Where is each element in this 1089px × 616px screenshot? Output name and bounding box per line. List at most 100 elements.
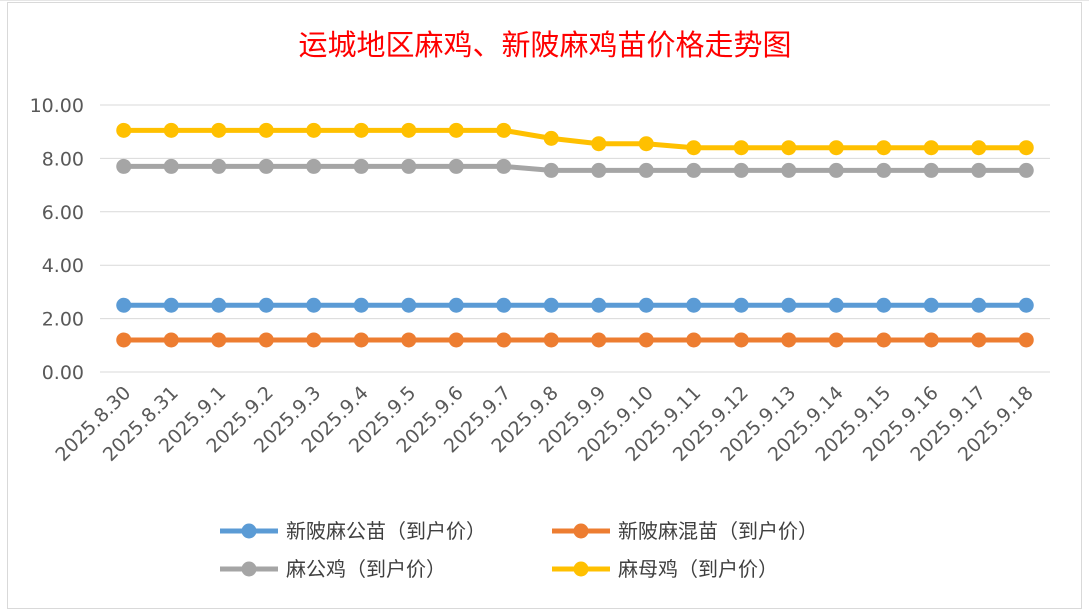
data-point bbox=[401, 297, 417, 313]
data-point bbox=[876, 140, 892, 156]
data-point bbox=[163, 297, 179, 313]
legend-label: 新陂麻混苗（到户价） bbox=[618, 519, 818, 543]
legend-swatch-marker bbox=[573, 523, 589, 539]
y-tick-label: 6.00 bbox=[42, 202, 84, 224]
legend-label: 新陂麻公苗（到户价） bbox=[286, 519, 486, 543]
data-point bbox=[1018, 140, 1034, 156]
series-line bbox=[116, 122, 1034, 156]
data-point bbox=[448, 297, 464, 313]
data-point bbox=[353, 297, 369, 313]
data-point bbox=[686, 140, 702, 156]
data-point bbox=[116, 297, 132, 313]
data-point bbox=[353, 332, 369, 348]
gridlines bbox=[100, 104, 1050, 373]
data-point bbox=[448, 332, 464, 348]
data-point bbox=[828, 162, 844, 178]
data-point bbox=[686, 162, 702, 178]
data-point bbox=[258, 332, 274, 348]
data-point bbox=[876, 162, 892, 178]
data-point bbox=[163, 122, 179, 138]
y-tick-label: 0.00 bbox=[42, 362, 84, 384]
data-point bbox=[353, 122, 369, 138]
data-point bbox=[733, 297, 749, 313]
legend-swatch-marker bbox=[573, 561, 589, 577]
data-point bbox=[116, 122, 132, 138]
data-point bbox=[401, 332, 417, 348]
data-point bbox=[306, 122, 322, 138]
data-point bbox=[258, 158, 274, 174]
data-point bbox=[971, 332, 987, 348]
series-path bbox=[123, 127, 1027, 151]
data-point bbox=[591, 136, 607, 152]
data-point bbox=[638, 136, 654, 152]
data-point bbox=[638, 162, 654, 178]
data-point bbox=[781, 162, 797, 178]
legend-item: 新陂麻公苗（到户价） bbox=[220, 519, 486, 543]
data-point bbox=[353, 158, 369, 174]
legend-item: 麻公鸡（到户价） bbox=[220, 557, 446, 581]
series-line bbox=[116, 332, 1034, 348]
data-point bbox=[543, 297, 559, 313]
data-point bbox=[496, 332, 512, 348]
legend-label: 麻母鸡（到户价） bbox=[618, 557, 778, 581]
legend-label: 麻公鸡（到户价） bbox=[286, 557, 446, 581]
data-point bbox=[258, 122, 274, 138]
data-point bbox=[496, 297, 512, 313]
y-tick-label: 2.00 bbox=[42, 309, 84, 331]
data-point bbox=[971, 297, 987, 313]
y-tick-label: 10.00 bbox=[30, 95, 84, 117]
data-point bbox=[781, 140, 797, 156]
data-point bbox=[306, 332, 322, 348]
y-tick-label: 8.00 bbox=[42, 148, 84, 170]
data-point bbox=[211, 297, 227, 313]
data-point bbox=[543, 162, 559, 178]
legend-swatch-marker bbox=[241, 561, 257, 577]
data-point bbox=[163, 158, 179, 174]
data-point bbox=[923, 162, 939, 178]
data-point bbox=[306, 297, 322, 313]
chart-title: 运城地区麻鸡、新陂麻鸡苗价格走势图 bbox=[298, 28, 791, 62]
data-point bbox=[211, 332, 227, 348]
series-path bbox=[123, 163, 1027, 173]
data-point bbox=[923, 297, 939, 313]
data-point bbox=[781, 297, 797, 313]
data-point bbox=[1018, 332, 1034, 348]
data-point bbox=[686, 297, 702, 313]
data-point bbox=[971, 162, 987, 178]
data-point bbox=[733, 332, 749, 348]
y-axis-tick-labels: 0.00 2.00 4.00 6.00 8.00 10.00 bbox=[30, 95, 84, 384]
data-point bbox=[116, 332, 132, 348]
data-point bbox=[496, 122, 512, 138]
legend-swatch-marker bbox=[241, 523, 257, 539]
data-point bbox=[733, 140, 749, 156]
data-point bbox=[543, 332, 559, 348]
data-point bbox=[781, 332, 797, 348]
data-point bbox=[828, 332, 844, 348]
legend-item: 麻母鸡（到户价） bbox=[552, 557, 778, 581]
data-point bbox=[211, 122, 227, 138]
data-point bbox=[448, 158, 464, 174]
x-axis-tick-labels: 2025.8.302025.8.312025.9.12025.9.22025.9… bbox=[51, 382, 1037, 466]
data-point bbox=[163, 332, 179, 348]
data-point bbox=[258, 297, 274, 313]
data-point bbox=[923, 332, 939, 348]
data-point bbox=[401, 122, 417, 138]
data-point bbox=[116, 158, 132, 174]
data-point bbox=[686, 332, 702, 348]
y-tick-label: 4.00 bbox=[42, 255, 84, 277]
legend-item: 新陂麻混苗（到户价） bbox=[552, 519, 818, 543]
data-point bbox=[828, 140, 844, 156]
data-point bbox=[306, 158, 322, 174]
series-line bbox=[116, 297, 1034, 313]
data-point bbox=[971, 140, 987, 156]
series-lines bbox=[116, 122, 1034, 348]
data-point bbox=[876, 332, 892, 348]
data-point bbox=[448, 122, 464, 138]
data-point bbox=[211, 158, 227, 174]
data-point bbox=[828, 297, 844, 313]
legend: 新陂麻公苗（到户价） 新陂麻混苗（到户价） 麻公鸡（到户价） 麻母鸡（到户价） bbox=[220, 519, 818, 581]
data-point bbox=[591, 162, 607, 178]
data-point bbox=[923, 140, 939, 156]
